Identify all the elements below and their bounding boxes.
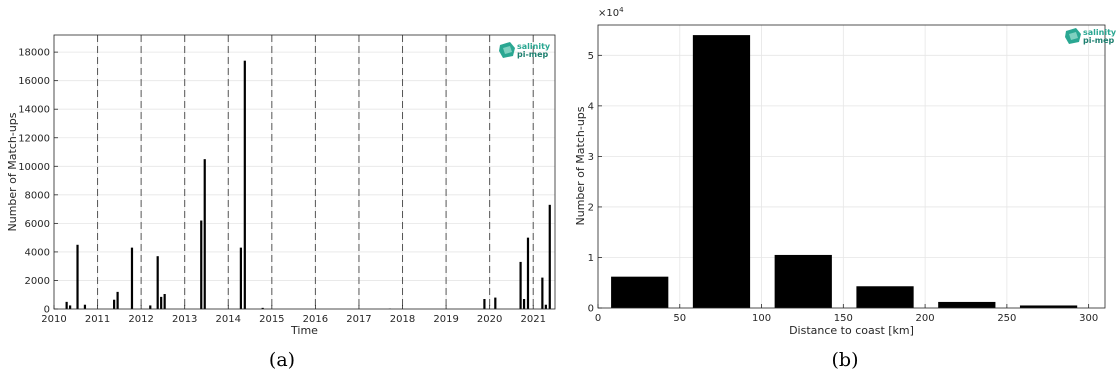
bar-a <box>156 256 159 309</box>
y-tick-label-b: 5 <box>588 51 594 62</box>
x-tick-label-a: 2019 <box>433 314 458 325</box>
y-tick-label-a: 6000 <box>25 219 50 230</box>
y-tick-label-b: 1 <box>588 253 594 264</box>
y-tick-label-a: 0 <box>44 305 50 316</box>
plot-area-b <box>598 25 1105 308</box>
logo-a: salinity pi-mep <box>499 42 551 59</box>
x-tick-label-a: 2014 <box>216 314 241 325</box>
x-tick-label-a: 2011 <box>85 314 110 325</box>
axes-box-a <box>53 34 556 310</box>
bar-a <box>526 237 530 309</box>
x-tick-label-a: 2018 <box>390 314 415 325</box>
bar-a <box>116 291 119 309</box>
x-tick-label-b: 100 <box>752 313 771 324</box>
x-tick-label-b: 300 <box>1079 313 1098 324</box>
x-tick-label-b: 150 <box>834 313 853 324</box>
panel-b: 0 50 100 150 200 250 300 0 1 2 3 4 5 ×104 Distance … <box>574 6 1117 371</box>
panel-a: 2010 2011 2012 2013 2014 2015 2016 2017 2018 2019… <box>6 34 556 371</box>
y-tick-label-a: 4000 <box>25 247 50 258</box>
y-tick-label-a: 10000 <box>18 162 50 173</box>
bar-a <box>243 60 246 309</box>
x-tick-label-a: 2015 <box>259 314 284 325</box>
logo-b-line2: pi-mep <box>1083 36 1115 45</box>
bar-b <box>611 276 669 308</box>
logo-a-line2: pi-mep <box>517 50 549 59</box>
x-tick-label-a: 2013 <box>172 314 197 325</box>
x-tick-label-a: 2017 <box>346 314 371 325</box>
bar-a <box>65 301 68 309</box>
bar-a <box>541 277 544 309</box>
bar-a <box>548 204 551 309</box>
y-tick-label-a: 16000 <box>18 76 50 87</box>
axes-box-b <box>597 24 1106 309</box>
y-tick-label-a: 18000 <box>18 48 50 59</box>
logo-a-line1: salinity <box>517 42 551 51</box>
x-tick-label-a: 2021 <box>520 314 545 325</box>
bar-a <box>76 244 79 309</box>
bar-b <box>692 35 751 308</box>
y-tick-label-a: 8000 <box>25 190 50 201</box>
bar-a <box>83 304 87 309</box>
y-tick-label-b: 3 <box>588 152 594 163</box>
bar-a <box>544 304 547 309</box>
bar-a <box>494 297 497 309</box>
bar-b <box>938 301 996 308</box>
y-axis-label-a: Number of Match-ups <box>6 112 19 231</box>
x-tick-label-a: 2020 <box>477 314 502 325</box>
panel-caption-b: (b) <box>832 349 859 371</box>
x-tick-label-b: 50 <box>673 313 686 324</box>
bar-a <box>483 299 486 309</box>
bar-a <box>261 307 264 309</box>
bar-a <box>203 159 206 309</box>
bar-b <box>1019 305 1078 308</box>
x-axis-label-a: Time <box>290 324 318 337</box>
x-axis-label-b: Distance to coast [km] <box>789 324 914 337</box>
plot-area-a <box>54 35 555 309</box>
bar-a <box>519 261 522 309</box>
y-tick-label-b: 0 <box>588 304 594 315</box>
x-tick-label-a: 2016 <box>303 314 328 325</box>
bar-a <box>149 305 152 309</box>
logo-b: salinity pi-mep <box>1065 28 1117 45</box>
bar-a <box>163 294 166 309</box>
y-tick-label-a: 12000 <box>18 133 50 144</box>
bar-a <box>522 299 526 309</box>
logo-b-line1: salinity <box>1083 28 1117 37</box>
bar-a <box>239 247 242 309</box>
bar-a <box>160 296 163 309</box>
logo-b-mark-inner <box>1069 32 1078 40</box>
bar-a <box>113 299 116 309</box>
bar-b <box>774 254 832 308</box>
y-tick-label-b: 2 <box>588 202 594 213</box>
bar-b <box>856 286 914 308</box>
x-tick-label-b: 250 <box>997 313 1016 324</box>
y-tick-label-a: 2000 <box>25 276 50 287</box>
panel-caption-a: (a) <box>269 349 295 371</box>
x-tick-label-a: 2012 <box>128 314 153 325</box>
y-tick-label-b: 4 <box>588 101 594 112</box>
x-tick-label-b: 200 <box>916 313 935 324</box>
bar-a <box>130 247 134 309</box>
y-axis-label-b: Number of Match-ups <box>574 106 587 225</box>
y-tick-label-a: 14000 <box>18 105 50 116</box>
x-tick-label-a: 2010 <box>41 314 66 325</box>
y-multiplier-b: ×104 <box>598 6 624 19</box>
bar-a <box>200 220 203 309</box>
bar-a <box>69 305 72 309</box>
x-tick-label-b: 0 <box>595 313 601 324</box>
logo-a-mark-inner <box>503 46 512 54</box>
